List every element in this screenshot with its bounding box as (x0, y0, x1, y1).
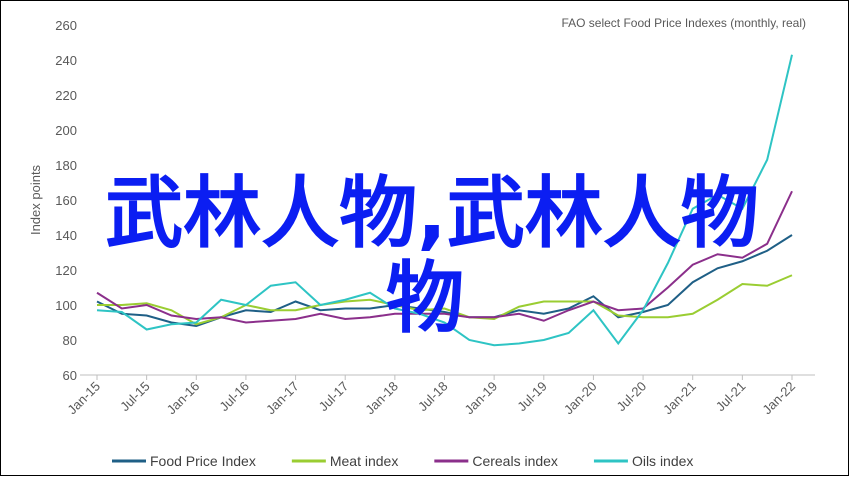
y-tick-label: 140 (55, 228, 77, 243)
overlay-text: 武林人物,武林人物 (105, 169, 759, 259)
y-tick-label: 220 (55, 88, 77, 103)
y-tick-label: 180 (55, 158, 77, 173)
y-tick-label: 80 (63, 333, 77, 348)
y-axis-label: Index points (28, 164, 43, 235)
y-tick-label: 260 (55, 18, 77, 33)
legend-label: Oils index (632, 453, 693, 469)
legend-label: Cereals index (472, 453, 558, 469)
chart-title: FAO select Food Price Indexes (monthly, … (561, 16, 806, 30)
legend-label: Meat index (330, 453, 398, 469)
line-series (96, 190, 793, 324)
line-series (97, 274, 793, 326)
y-tick-label: 240 (55, 53, 77, 68)
overlay-text: 物 (386, 254, 464, 344)
y-tick-label: 60 (63, 368, 77, 383)
y-tick-label: 200 (55, 123, 77, 138)
line-series (96, 54, 793, 347)
y-tick-label: 120 (55, 263, 77, 278)
y-tick-label: 160 (55, 193, 77, 208)
y-tick-label: 100 (55, 298, 77, 313)
legend-label: Food Price Index (150, 453, 256, 469)
